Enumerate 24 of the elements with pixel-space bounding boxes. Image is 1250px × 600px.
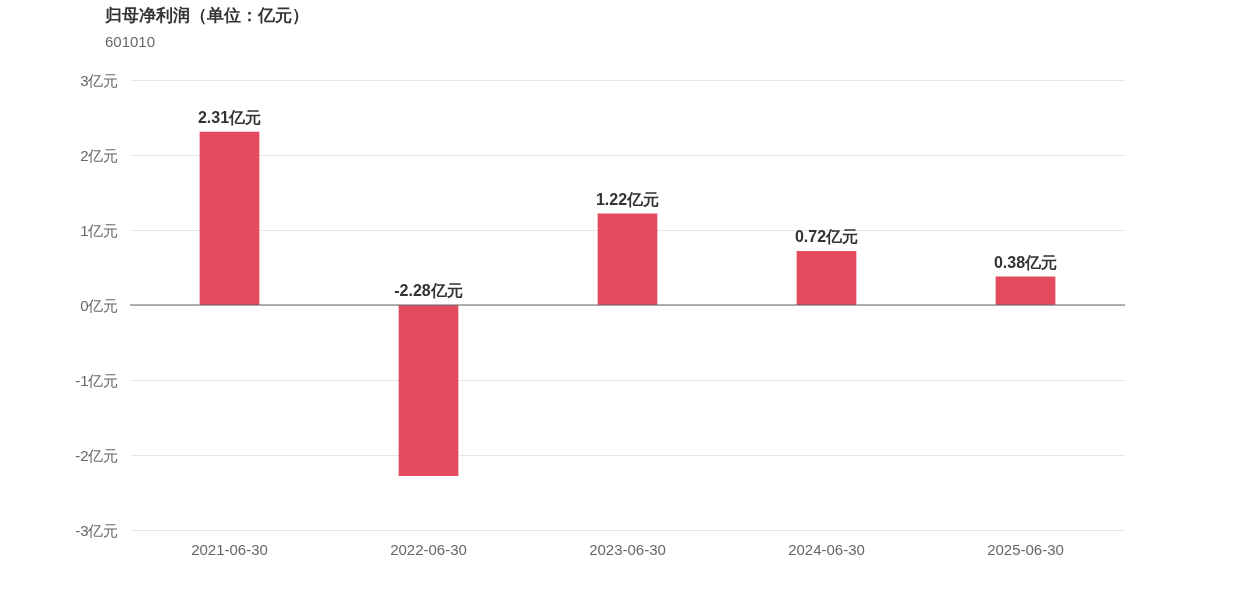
- data-label: 1.22亿元: [595, 190, 660, 208]
- x-tick-label: 2024-06-30: [788, 540, 865, 558]
- chart-title: 归母净利润（单位：亿元）: [104, 6, 309, 25]
- bar: [398, 305, 459, 476]
- data-label: 0.38亿元: [993, 253, 1058, 271]
- data-label: 0.72亿元: [794, 228, 859, 245]
- chart-subtitle: 601010: [105, 33, 156, 50]
- bar: [796, 251, 857, 305]
- x-tick-label: 2021-06-30: [191, 540, 268, 558]
- data-label: -2.28亿元: [394, 282, 463, 299]
- y-tick-label: -1亿元: [75, 371, 119, 389]
- x-tick-label: 2025-06-30: [987, 540, 1064, 558]
- y-tick-label: 2亿元: [80, 146, 119, 164]
- y-tick-label: -2亿元: [75, 446, 119, 464]
- bar: [995, 276, 1056, 305]
- y-tick-label: -3亿元: [75, 521, 119, 539]
- y-tick-label: 3亿元: [80, 71, 119, 89]
- bar: [199, 131, 260, 305]
- y-tick-label: 0亿元: [80, 296, 119, 314]
- bar: [597, 213, 658, 305]
- data-label: 2.31亿元: [197, 108, 262, 126]
- y-tick-label: 1亿元: [80, 221, 119, 239]
- x-tick-label: 2022-06-30: [390, 540, 467, 558]
- x-tick-label: 2023-06-30: [589, 540, 666, 558]
